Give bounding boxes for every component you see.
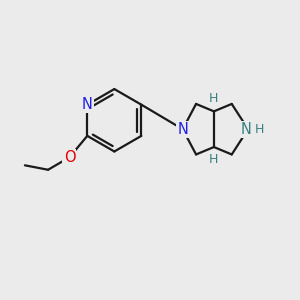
Text: H: H [255, 123, 264, 136]
Text: N: N [240, 122, 251, 137]
Text: O: O [64, 150, 75, 165]
Text: N: N [82, 97, 93, 112]
Text: N: N [177, 122, 188, 137]
Text: H: H [209, 153, 219, 166]
Text: H: H [209, 92, 219, 105]
